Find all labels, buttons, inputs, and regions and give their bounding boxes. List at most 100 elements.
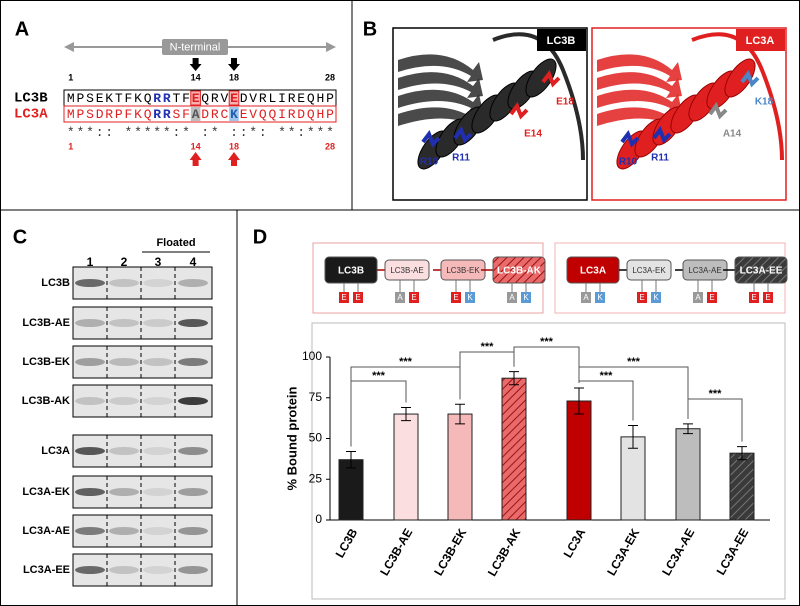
band <box>178 566 208 574</box>
residue-letter: E <box>751 293 756 302</box>
construct-box <box>384 259 430 281</box>
floated-label: Floated <box>156 237 195 249</box>
sequence-box <box>63 105 337 123</box>
up-arrow <box>189 152 202 166</box>
band <box>178 447 208 455</box>
conservation-mark: * <box>182 125 190 140</box>
residue: P <box>326 91 334 106</box>
error-bar <box>509 371 519 386</box>
band <box>178 397 208 405</box>
arrow-head <box>326 42 336 52</box>
residue-box <box>451 292 461 303</box>
conservation-mark <box>115 125 123 140</box>
conservation-mark: * <box>288 125 296 140</box>
panel-label: C <box>13 226 27 248</box>
residue: D <box>297 107 305 122</box>
residue: A <box>192 107 200 122</box>
beta-sheet <box>398 89 483 114</box>
residue: R <box>288 107 296 122</box>
blot <box>72 475 213 509</box>
construct-box <box>734 256 788 284</box>
blot-label: LC3B-AE <box>22 317 70 329</box>
construct-name: LC3A-EE <box>740 266 783 277</box>
residue-box <box>595 292 605 303</box>
residue-letter: A <box>397 293 403 302</box>
lane-number: 2 <box>121 255 128 269</box>
side-chain <box>541 69 561 88</box>
residue-label: E14 <box>524 129 542 140</box>
conservation-mark: : <box>240 125 248 140</box>
residue-box <box>507 292 517 303</box>
residue: D <box>96 107 104 122</box>
bar <box>501 377 527 521</box>
residue-highlight <box>190 107 201 121</box>
residue-letter: E <box>453 293 458 302</box>
residue: R <box>211 91 219 106</box>
conservation-mark: * <box>144 125 152 140</box>
band <box>75 566 105 574</box>
beta-sheet <box>597 72 682 98</box>
band <box>178 279 208 287</box>
blot <box>72 345 213 379</box>
residue: S <box>172 107 180 122</box>
band <box>178 319 208 327</box>
blot-label: LC3A-AE <box>22 525 70 537</box>
residue-letter: K <box>467 293 473 302</box>
conservation-mark: * <box>211 125 219 140</box>
residue: H <box>316 91 324 106</box>
blot-label: LC3B-AK <box>22 395 70 407</box>
construct-box <box>626 259 672 281</box>
band <box>109 279 139 287</box>
residue: P <box>326 107 334 122</box>
y-axis-label: % Bound protein <box>284 386 299 490</box>
side-chain <box>620 129 640 148</box>
residue: E <box>297 91 305 106</box>
y-tick-label: 75 <box>309 390 323 404</box>
conservation-mark: : <box>96 125 104 140</box>
band <box>143 447 173 455</box>
panel-label: A <box>15 18 29 40</box>
residue: R <box>211 107 219 122</box>
residue: H <box>316 107 324 122</box>
residue: E <box>240 107 248 122</box>
residue-box <box>465 292 475 303</box>
band <box>109 527 139 535</box>
residue: K <box>230 107 238 122</box>
construct-name: LC3A-EK <box>632 266 666 275</box>
residue-box <box>409 292 419 303</box>
residue: I <box>278 91 286 106</box>
conservation-mark: * <box>67 125 75 140</box>
position-number: 28 <box>325 72 335 82</box>
residue-letter: E <box>765 293 770 302</box>
residue: S <box>86 107 94 122</box>
residue: F <box>182 107 190 122</box>
bar <box>447 413 473 521</box>
residue: V <box>249 91 257 106</box>
residue: F <box>182 91 190 106</box>
residue: I <box>278 107 286 122</box>
construct-name: LC3B-AE <box>390 266 423 275</box>
residue-letter: E <box>341 293 346 302</box>
sequence-name: LC3B <box>14 91 48 107</box>
significance-label: *** <box>540 336 554 348</box>
band <box>109 488 139 496</box>
y-tick-label: 25 <box>309 471 323 485</box>
residue: P <box>76 91 84 106</box>
residue-box <box>749 292 759 303</box>
blot-label: LC3A-EK <box>22 486 70 498</box>
conservation: * * *:: * * * * *: * : * :: *: * *: * * * <box>67 125 334 140</box>
residue: R <box>163 91 171 106</box>
construct-name: LC3B <box>338 266 364 277</box>
beta-sheet <box>597 107 682 130</box>
residue-box <box>395 292 405 303</box>
band <box>75 279 105 287</box>
residue: Q <box>307 91 315 106</box>
residue: R <box>153 107 161 122</box>
construct-name: LC3A <box>580 266 606 277</box>
residue: C <box>220 107 228 122</box>
beta-sheet <box>398 107 483 130</box>
band <box>75 488 105 496</box>
residue: T <box>172 91 180 106</box>
band <box>109 397 139 405</box>
residue-box <box>637 292 647 303</box>
